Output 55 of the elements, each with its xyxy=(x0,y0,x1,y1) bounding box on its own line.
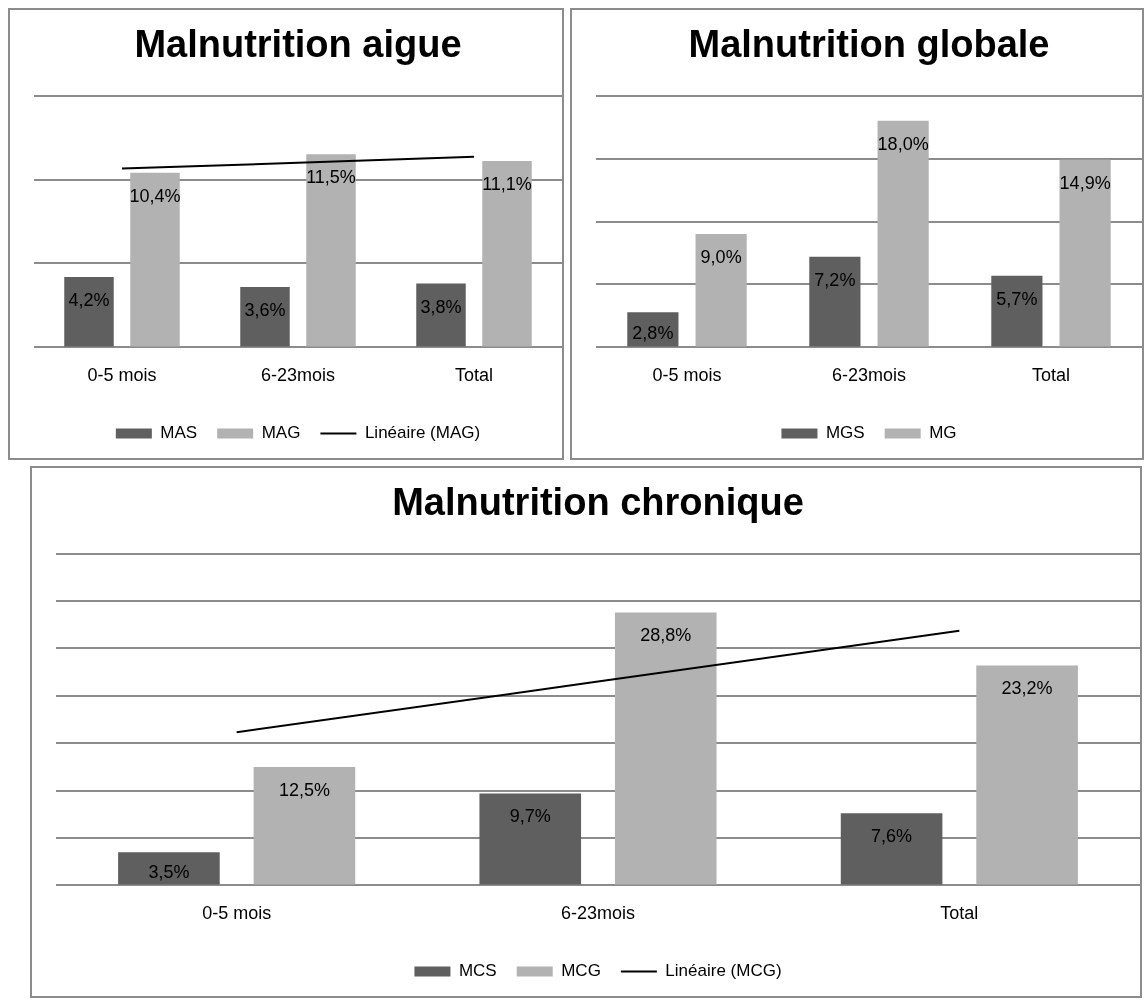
bar xyxy=(130,172,180,347)
data-label: 12,5% xyxy=(278,779,330,800)
bar xyxy=(976,665,1078,885)
x-tick-label: 0-5 mois xyxy=(652,365,722,386)
data-label: 10,4% xyxy=(129,185,181,206)
bar xyxy=(306,154,356,347)
chart-title: Malnutrition aigue xyxy=(134,23,462,66)
data-label: 5,7% xyxy=(996,288,1038,309)
data-label: 23,2% xyxy=(1001,678,1053,699)
data-label: 9,0% xyxy=(700,247,742,268)
legend-label: Linéaire (MAG) xyxy=(364,423,481,443)
bar xyxy=(482,161,532,347)
data-label: 7,2% xyxy=(814,269,856,290)
bar xyxy=(479,793,582,885)
x-tick-label: 0-5 mois xyxy=(87,365,157,386)
data-label: 7,6% xyxy=(871,826,913,847)
legend-label: Linéaire (MCG) xyxy=(665,961,782,981)
bar xyxy=(64,276,114,347)
bar xyxy=(416,283,466,347)
legend-label: MAG xyxy=(261,423,301,443)
x-tick-label: Total xyxy=(1031,365,1071,386)
data-label: 11,1% xyxy=(482,174,532,195)
x-tick-label: Total xyxy=(940,903,979,924)
x-tick-label: 6-23mois xyxy=(831,365,907,386)
bar xyxy=(991,275,1043,347)
chart-title: Malnutrition chronique xyxy=(392,481,804,524)
bar xyxy=(840,813,943,885)
data-label: 3,5% xyxy=(148,861,190,882)
bar xyxy=(614,612,717,885)
x-tick-label: 6-23mois xyxy=(260,365,336,386)
data-label: 3,6% xyxy=(244,299,286,320)
x-tick-label: 6-23mois xyxy=(560,903,636,924)
data-label: 14,9% xyxy=(1059,172,1111,193)
data-label: 3,8% xyxy=(420,296,462,317)
chart-title: Malnutrition globale xyxy=(688,23,1050,66)
data-label: 4,2% xyxy=(68,289,110,310)
data-label: 11,5% xyxy=(306,167,356,188)
bar xyxy=(809,256,861,347)
bar xyxy=(240,286,290,347)
bar xyxy=(695,234,747,347)
legend-label: MCS xyxy=(458,961,497,981)
legend-label: MG xyxy=(929,423,957,443)
data-label: 9,7% xyxy=(509,806,551,827)
data-label: 2,8% xyxy=(632,322,674,343)
legend-label: MGS xyxy=(825,423,865,443)
x-tick-label: 0-5 mois xyxy=(202,903,272,924)
x-tick-label: Total xyxy=(454,365,494,386)
bar xyxy=(877,120,929,347)
data-label: 28,8% xyxy=(640,625,692,646)
bar xyxy=(118,852,220,885)
data-label: 18,0% xyxy=(877,133,929,154)
legend-label: MCG xyxy=(561,961,601,981)
bar xyxy=(253,766,356,885)
bar xyxy=(1059,159,1111,347)
legend-label: MAS xyxy=(160,423,198,443)
